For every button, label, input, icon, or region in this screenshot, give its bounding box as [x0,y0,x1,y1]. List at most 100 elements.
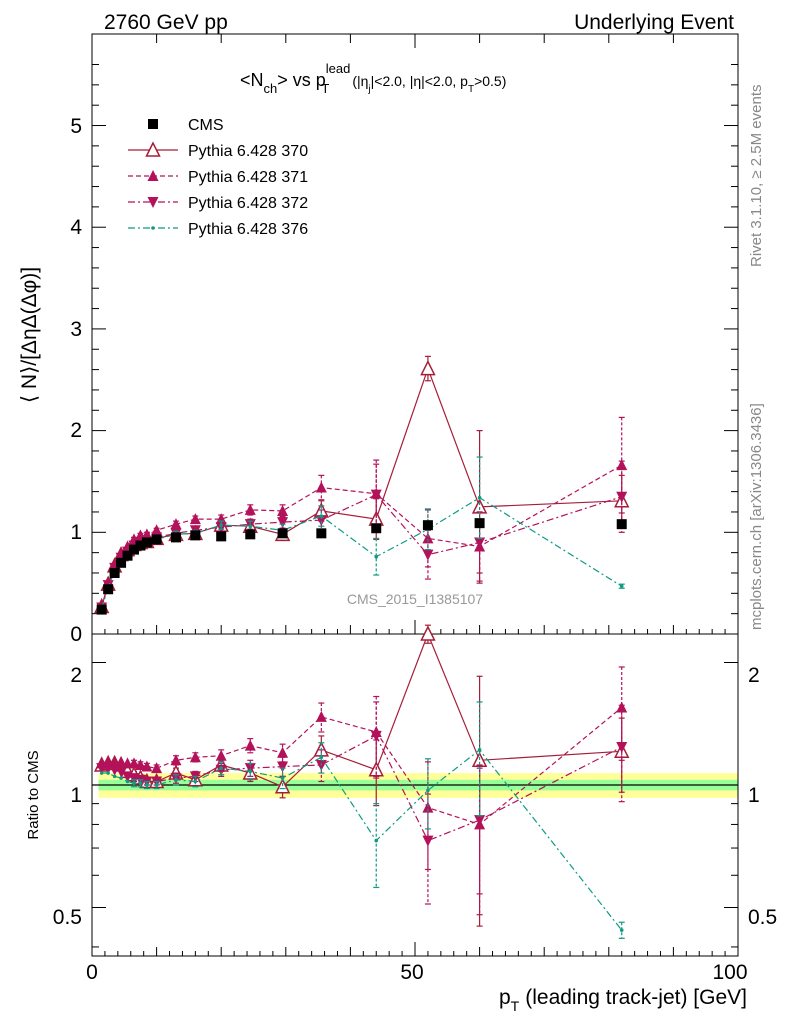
ratio-point-pythia-6-428-371 [134,758,146,770]
legend-entry-372: Pythia 6.428 372 [128,195,308,212]
legend-label-371: Pythia 6.428 371 [188,169,308,186]
ratio-series [93,624,630,939]
legend-marker-371 [147,170,159,181]
main-point-cms [190,530,201,541]
ratio-point-pythia-6-428-376 [106,771,110,775]
plot-title-cuts-c: >0.5) [474,73,506,89]
main-point-pythia-6-428-371 [616,459,628,471]
y-axis-label-main: ⟨ N⟩/[ΔηΔ(Δφ)] [18,267,41,403]
ratio-point-pythia-6-428-376 [132,781,136,786]
main-point-cms [141,537,152,548]
main-point-cms [96,604,107,615]
ratio-point-pythia-6-428-376 [319,755,324,760]
ratio-point-pythia-6-428-376 [248,769,253,774]
plot-title-cuts-a: (|η [352,73,368,89]
legend-entry-376: Pythia 6.428 376 [128,221,308,238]
ratio-point-pythia-6-428-376 [374,838,379,843]
plot-title-lead-sup: lead [326,61,351,76]
rivet-label: Rivet 3.1.10, ≥ 2.5M events [748,85,765,268]
ratio-y-tick-2: 2 [70,664,82,687]
main-point-cms [116,557,127,568]
ratio-y-tick-05: 0.5 [53,906,82,929]
main-point-pythia-6-428-376 [248,524,253,529]
ratio-point-pythia-6-428-371 [422,801,434,813]
main-point-pythia-6-428-372 [370,489,382,501]
ratio-point-pythia-6-428-372 [616,741,628,753]
main-y-tick-1: 1 [70,521,82,544]
main-point-pythia-6-428-372 [277,517,289,529]
main-y-tick-5: 5 [70,115,82,138]
x-tick-50: 50 [400,961,423,984]
legend-marker-cms [148,119,158,129]
plot-title-cuts-a-sub: j [367,84,370,95]
legend-entry-cms: CMS [148,117,224,134]
ratio-point-pythia-6-428-370 [420,625,436,641]
ratio-point-pythia-6-428-371 [277,746,289,758]
legend-label-cms: CMS [188,117,224,134]
main-y-tick-0: 0 [70,623,82,646]
ratio-point-pythia-6-428-376 [280,776,285,780]
x-axis-label-sub: T [511,998,520,1014]
ratio-point-pythia-6-428-376 [426,788,430,793]
ratio-series-pythia-6-428-372 [96,701,628,905]
main-point-cms [371,523,382,534]
plot-title: <Nch> vs plead T (|ηj|<2.0, |η|<2.0, pT>0.… [240,61,506,96]
main-point-pythia-6-428-376 [619,584,624,589]
x-tick-labels: 0 50 100 [86,961,747,984]
x-axis-label: pT (leading track-jet) [GeV] [499,986,747,1014]
ratio-point-pythia-6-428-372 [215,764,227,776]
plot-title-nch-sub: ch [264,81,278,96]
main-point-pythia-6-428-371 [315,481,327,493]
main-series-pythia-6-428-370 [93,355,630,614]
header-left: 2760 GeV pp [104,11,228,34]
legend-marker-372 [147,197,159,208]
ratio-point-pythia-6-428-371 [128,757,140,769]
ratio-point-pythia-6-428-376 [619,928,624,932]
main-point-pythia-6-428-376 [219,523,223,527]
header-right: Underlying Event [574,11,734,34]
ratio-point-pythia-6-428-372 [422,835,434,847]
ratio-y-tick-1-right: 1 [748,784,760,807]
ratio-point-pythia-6-428-371 [189,751,201,763]
ratio-point-pythia-6-428-372 [115,766,127,778]
ratio-point-pythia-6-428-370 [274,778,291,794]
main-point-pythia-6-428-372 [315,515,327,527]
ratio-point-pythia-6-428-376 [193,779,198,784]
plot-title-vs: > vs p [277,70,326,90]
axis-ticks [91,34,739,956]
ratio-line-pythia-6-428-371 [101,707,623,826]
main-y-tick-labels: 1 2 3 4 5 0 [70,115,82,646]
ratio-y-tick-1: 1 [70,784,82,807]
ratio-y-tick-2-right: 2 [748,664,760,687]
ratio-point-pythia-6-428-376 [125,779,130,784]
ratio-point-pythia-6-428-376 [477,748,482,752]
main-point-pythia-6-428-370 [420,359,436,376]
main-point-pythia-6-428-372 [474,537,486,549]
legend: CMS Pythia 6.428 370 Pythia 6.428 371 Py… [128,117,308,238]
ratio-series-pythia-6-428-376 [99,701,625,939]
x-axis-label-p: p [499,986,511,1009]
plot-title-cuts-b: |<2.0, |η|<2.0, p [371,73,469,89]
ratio-point-pythia-6-428-371 [315,710,327,722]
x-tick-100: 100 [712,961,747,984]
main-y-tick-3: 3 [70,318,82,341]
main-point-pythia-6-428-372 [422,549,434,561]
main-point-pythia-6-428-376 [319,514,324,518]
ratio-point-pythia-6-428-376 [99,771,104,775]
ratio-point-pythia-6-428-376 [219,766,223,770]
x-tick-0: 0 [86,961,98,984]
y-axis-label-ratio: Ratio to CMS [25,750,42,839]
plot-title-cuts-b-sub: T [468,84,474,95]
main-point-cms [474,518,485,529]
legend-marker-376 [151,226,155,230]
main-point-cms [616,519,627,530]
legend-entry-370: Pythia 6.428 370 [128,141,308,160]
ratio-point-pythia-6-428-371 [141,760,153,772]
ratio-point-pythia-6-428-372 [370,730,382,742]
ratio-point-pythia-6-428-376 [138,781,143,786]
main-series [93,355,630,615]
x-axis-label-rest: (leading track-jet) [GeV] [525,986,747,1009]
ratio-point-pythia-6-428-376 [154,783,159,787]
ratio-point-pythia-6-428-372 [474,815,486,827]
main-point-cms [122,550,133,561]
